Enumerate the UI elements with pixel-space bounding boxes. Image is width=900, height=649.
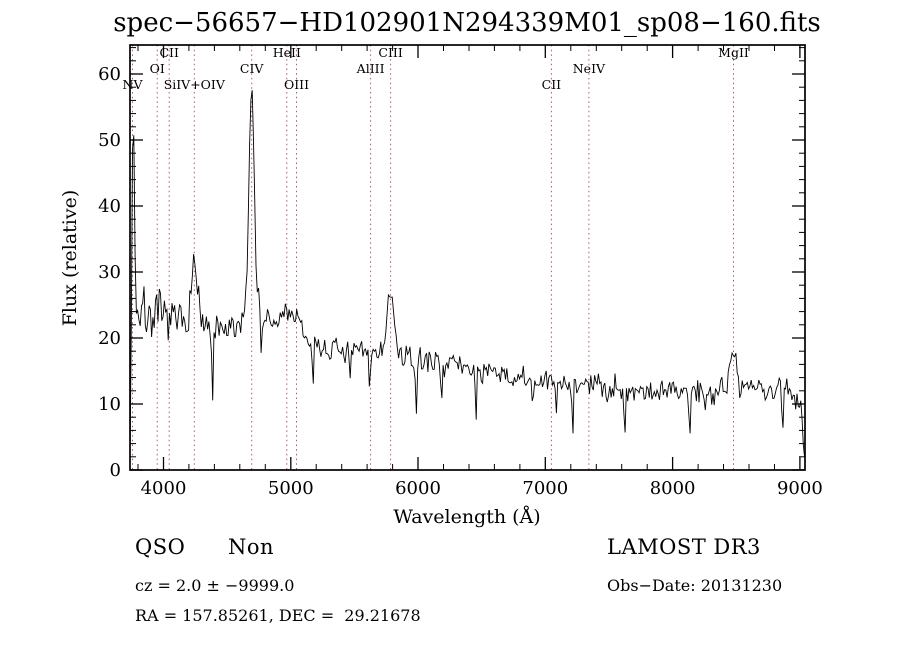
emission-line-label: CIV	[240, 61, 265, 76]
y-tick-label: 30	[98, 262, 121, 283]
y-tick-label: 40	[98, 196, 121, 217]
emission-line-labels: NVOICIISiIV+OIVCIVHeIIOIIIAlIIICIIICIINe…	[123, 45, 749, 92]
redshift-line: cz = 2.0 ± −9999.0	[135, 576, 295, 595]
emission-line-label: OIII	[284, 77, 309, 92]
x-tick-label: 7000	[522, 478, 568, 499]
y-tick-label: 50	[98, 130, 121, 151]
emission-line-label: AlIII	[356, 61, 385, 76]
axes: 4000 5000 6000 7000 8000 9000 0 10 20 30 40 50 60	[98, 44, 823, 499]
y-tick-label: 60	[98, 64, 121, 85]
emission-line-label: CII	[159, 45, 179, 60]
emission-line-markers	[132, 45, 734, 470]
emission-line-label: NV	[123, 77, 144, 92]
obs-date-label: Obs−Date: 20131230	[607, 576, 783, 595]
emission-line-label: OI	[150, 61, 165, 76]
x-axis-label: Wavelength (Å)	[393, 506, 540, 528]
y-tick-label: 10	[98, 394, 121, 415]
plot-area: 4000 5000 6000 7000 8000 9000 0 10 20 30 40 50 60 NV O…	[98, 44, 823, 499]
y-tick-label: 20	[98, 328, 121, 349]
emission-line-label: NeIV	[573, 61, 606, 76]
emission-line-label: MgII	[718, 45, 749, 60]
y-tick-label: 0	[110, 460, 121, 481]
y-axis-label: Flux (relative)	[59, 190, 81, 327]
x-tick-label: 5000	[268, 478, 314, 499]
spectrum-line	[129, 90, 806, 459]
x-tick-label: 8000	[650, 478, 696, 499]
plot-title: spec−56657−HD102901N294339M01_sp08−160.f…	[113, 8, 821, 38]
x-tick-label: 6000	[395, 478, 441, 499]
object-class: QSO	[135, 535, 186, 559]
emission-line-label: SiIV+OIV	[164, 77, 226, 92]
x-tick-label: 9000	[777, 478, 823, 499]
x-tick-label: 4000	[141, 478, 187, 499]
survey-label: LAMOST DR3	[607, 535, 761, 559]
axes-frame	[129, 44, 806, 471]
object-subclass: Non	[228, 535, 275, 559]
emission-line-label: CIII	[378, 45, 402, 60]
emission-line-label: HeII	[273, 45, 301, 60]
emission-line-label: CII	[542, 77, 562, 92]
ra-dec-label: RA = 157.85261, DEC = 29.21678	[135, 606, 421, 625]
